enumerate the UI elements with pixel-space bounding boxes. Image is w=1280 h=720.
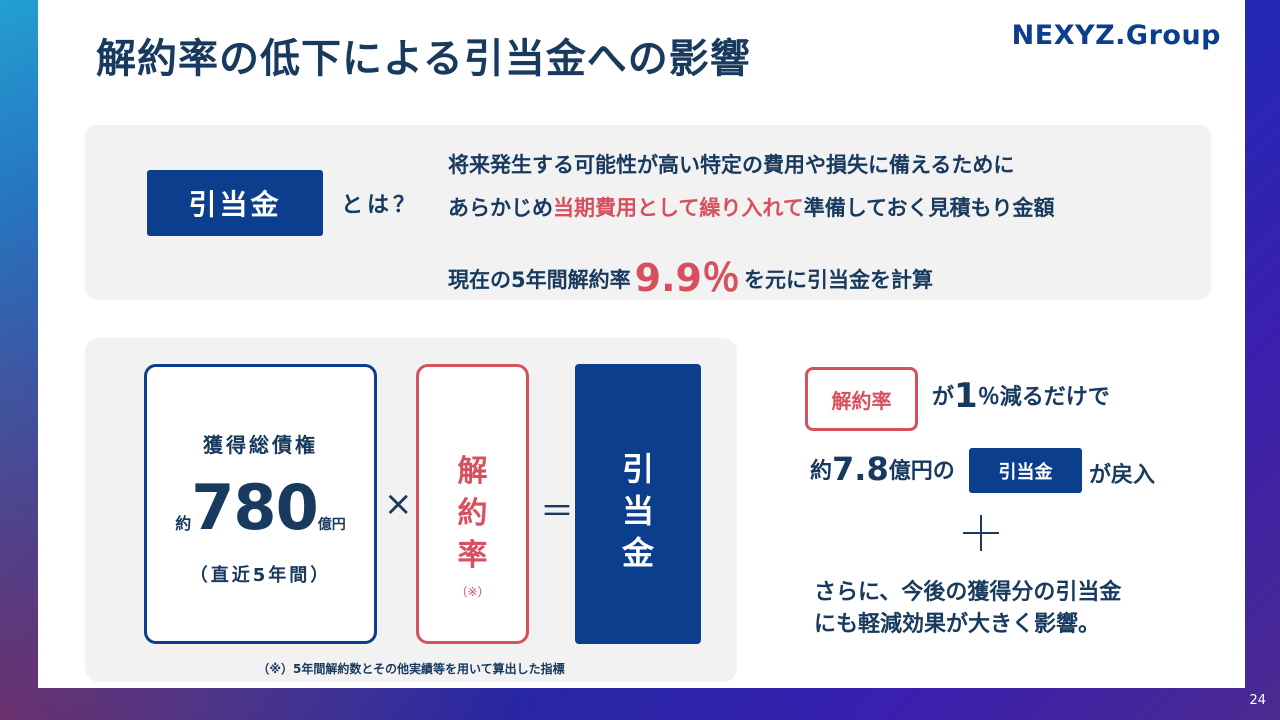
impact-line-2-unit: 億円の [888,459,955,484]
impact-line-1: が1％減るだけで [932,376,1110,416]
slide: 解約率の低下による引当金への影響 NEXYZ.Group 引当金 とは？ 将来発… [38,0,1245,688]
definition-line-2-accent: 当期費用として繰り入れて [553,196,804,220]
reserve-result-box: 引当金 [575,364,701,644]
impact-summary-line-2: にも軽減効果が大きく影響。 [814,612,1101,637]
total-claims-period: （直近5年間） [189,565,332,586]
cancellation-rate-label: 解約率 [419,451,526,577]
total-claims-unit: 億円 [317,517,346,533]
total-claims-prefix: 約 [175,514,192,533]
definition-question: とは？ [341,193,420,218]
impact-line-2-pre: 約 [810,459,833,484]
impact-rate-box: 解約率 [805,367,918,431]
cancellation-rate-box: 解約率 （※） [416,364,529,644]
formula-panel: 獲得総債権 約780億円 （直近5年間） × 解約率 （※） ＝ 引当金 （※）… [85,338,737,682]
definition-panel: 引当金 とは？ 将来発生する可能性が高い特定の費用や損失に備えるために あらかじ… [85,125,1211,300]
plus-icon [963,515,999,551]
impact-line-2: 約7.8億円の [810,450,955,488]
reserve-result-label: 引当金 [575,448,701,574]
cancellation-rate-note: （※） [455,585,490,599]
definition-line-2-post: 準備しておく見積もり金額 [803,196,1055,220]
reserve-label: 引当金 [147,170,323,236]
slide-title: 解約率の低下による引当金への影響 [96,36,751,82]
impact-reduction-number: 1 [954,376,978,416]
equals-operator: ＝ [540,492,574,532]
company-logo: NEXYZ.Group [1011,20,1221,51]
cancellation-rate-char: 解 [457,454,488,489]
total-claims-amount: 約780億円 [147,471,374,544]
impact-line-1-post: ％減るだけで [977,385,1110,410]
impact-reserve-chip: 引当金 [969,448,1082,493]
total-claims-value: 780 [191,471,318,544]
definition-line-2: あらかじめ当期費用として繰り入れて準備しておく見積もり金額 [448,192,1055,222]
impact-reversal-amount: 7.8 [832,450,889,488]
definition-line-3: 現在の5年間解約率 9.9％ を元に引当金を計算 [448,247,933,302]
reserve-result-char: 引 [621,450,654,488]
cancellation-rate-char: 率 [457,538,488,573]
impact-summary: さらに、今後の獲得分の引当金 にも軽減効果が大きく影響。 [814,577,1121,641]
page-number: 24 [1249,693,1266,708]
current-cancellation-rate: 9.9％ [634,256,740,300]
impact-summary-line-1: さらに、今後の獲得分の引当金 [814,580,1122,605]
formula-footnote: （※）5年間解約数とその他実績等を用いて算出した指標 [257,662,565,676]
impact-line-1-pre: が [932,385,955,410]
definition-line-3-post: を元に引当金を計算 [743,268,933,292]
cancellation-rate-char: 約 [457,496,488,531]
total-claims-title: 獲得総債権 [203,433,318,457]
impact-line-2-post: が戻入 [1089,463,1156,488]
definition-line-1-text: 将来発生する可能性が高い特定の費用や損失に備えるために [448,153,1015,177]
definition-line-3-pre: 現在の5年間解約率 [448,268,631,292]
reserve-result-char: 金 [621,534,654,572]
definition-line-1: 将来発生する可能性が高い特定の費用や損失に備えるために [448,149,1014,179]
total-claims-box: 獲得総債権 約780億円 （直近5年間） [144,364,377,644]
multiply-operator: × [384,484,413,524]
definition-line-2-pre: あらかじめ [448,196,553,220]
reserve-result-char: 当 [621,492,654,530]
